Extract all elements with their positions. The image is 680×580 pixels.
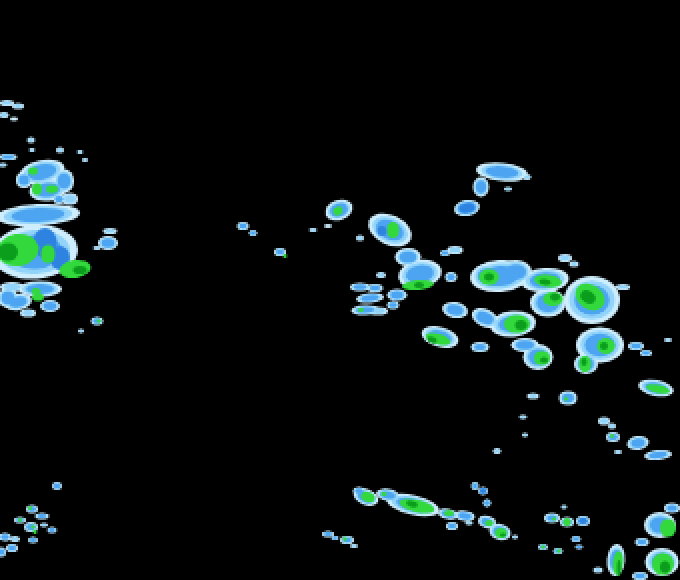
radar-map	[0, 0, 680, 580]
precipitation-radar-layer	[0, 0, 680, 580]
